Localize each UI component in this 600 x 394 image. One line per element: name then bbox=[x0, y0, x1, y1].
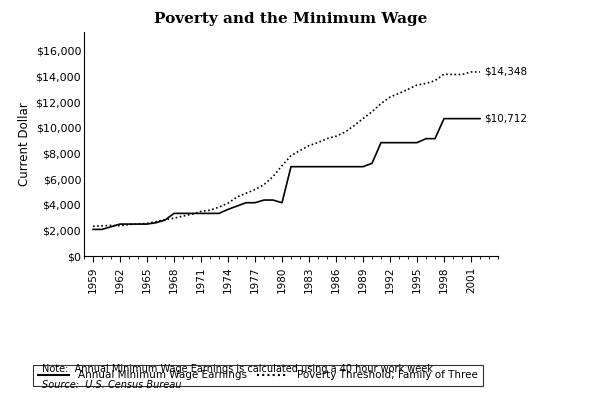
Y-axis label: Current Dollar: Current Dollar bbox=[19, 102, 31, 186]
Title: Poverty and the Minimum Wage: Poverty and the Minimum Wage bbox=[154, 12, 428, 26]
Text: $10,712: $10,712 bbox=[485, 113, 527, 124]
Text: Note:  Annual Minimum Wage Earnings is calculated using a 40 hour work week: Note: Annual Minimum Wage Earnings is ca… bbox=[42, 364, 433, 374]
Text: $14,348: $14,348 bbox=[485, 67, 527, 77]
Text: Source:  U.S. Census Bureau: Source: U.S. Census Bureau bbox=[42, 380, 181, 390]
Legend: Annual Minimum Wage Earnings, Poverty Threshold; Family of Three: Annual Minimum Wage Earnings, Poverty Th… bbox=[33, 365, 483, 386]
